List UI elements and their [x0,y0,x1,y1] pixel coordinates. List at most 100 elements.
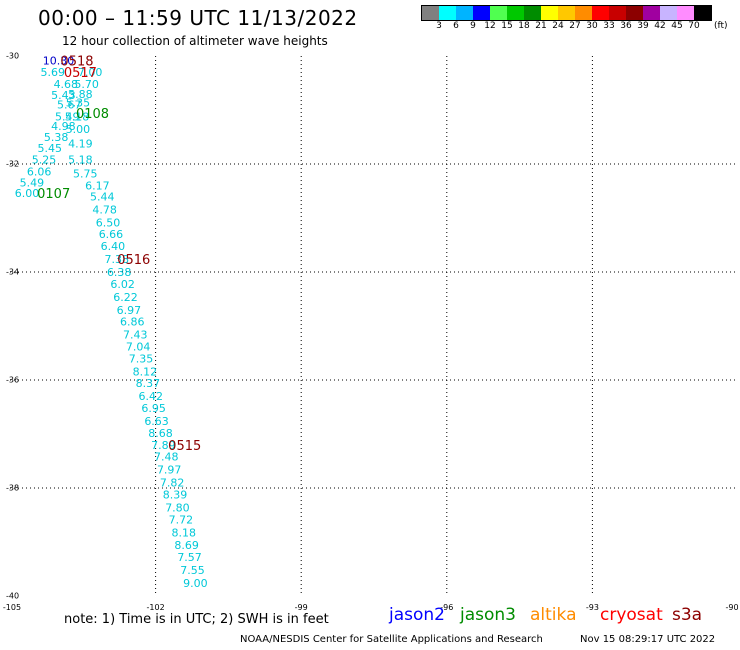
wave-height-value: 7.00 [78,66,103,79]
legend-swatch [524,6,541,20]
legend-swatch [626,6,643,20]
longitude-tick-label: -102 [146,603,165,612]
wave-height-value: 4.98 [51,120,76,133]
wave-height-value: 7.35 [129,352,154,365]
legend-swatch [541,6,558,20]
legend-unit-label: (ft) [714,21,728,31]
legend-value-label: 12 [484,21,496,31]
wave-height-value: 7.43 [123,329,148,342]
wave-height-value: 8.18 [171,526,196,539]
wave-height-value: 5.18 [65,110,90,123]
wave-height-value: 5.38 [44,131,69,144]
wave-height-value: 5.35 [66,96,91,109]
wave-height-value: 4.19 [68,137,93,150]
wave-height-value: 7.48 [154,451,179,464]
legend-swatch [575,6,592,20]
wave-height-value: 6.00 [15,187,40,200]
legend-swatch [422,6,439,20]
satellite-legend-altika: altika [530,605,577,625]
wave-height-value: 5.18 [68,154,93,167]
wave-height-value: 6.06 [27,166,52,179]
legend-swatch [677,6,694,20]
legend-value-label: 70 [688,21,700,31]
wave-height-value: 6.95 [141,402,166,415]
wave-height-value: 7.38 [105,253,130,266]
legend-swatch [473,6,490,20]
wave-height-value: 6.66 [99,228,124,241]
pass-time-label: 0107 [37,187,70,202]
pass-time-label: 0517 [64,66,97,81]
wave-height-value: 4.78 [92,203,117,216]
wave-height-value: 6.22 [113,291,138,304]
wave-height-value: 7.57 [177,551,202,564]
page-title: 00:00 – 11:59 UTC 11/13/2022 [38,6,358,30]
wave-height-value: 5.49 [20,176,45,189]
legend-value-label: 3 [436,21,442,31]
wave-height-value: 10.30 [43,54,75,67]
wave-height-value: 6.50 [96,216,121,229]
wave-height-value: 8.39 [163,488,188,501]
wave-height-value: 5.45 [38,142,63,155]
wave-height-value: 5.00 [66,123,91,136]
pass-time-label: 0108 [76,107,109,122]
wave-height-value: 5.43 [51,89,76,102]
satellite-legend-jason2: jason2 [389,605,445,625]
legend-swatch [694,6,711,20]
legend-swatch [490,6,507,20]
legend-swatch [660,6,677,20]
legend-value-label: 6 [453,21,459,31]
satellite-legend-jason3: jason3 [460,605,516,625]
wave-height-value: 7.82 [160,477,185,490]
satellite-legend-cryosat: cryosat [600,605,663,625]
longitude-tick-label: -105 [2,603,22,612]
wave-height-value: 6.40 [101,240,126,253]
legend-value-label: 36 [620,21,632,31]
legend-value-label: 42 [654,21,666,31]
wave-height-value: 8.12 [133,365,158,378]
latitude-tick-label: -34 [6,267,20,277]
legend-value-label: 21 [535,21,547,31]
legend-swatch [609,6,626,20]
wave-height-value: 7.04 [126,341,151,354]
wave-height-value: 5.88 [68,88,93,101]
legend-value-label: 15 [501,21,513,31]
longitude-tick-label: -96 [440,603,454,612]
legend-value-label: 9 [470,21,476,31]
legend-swatch [592,6,609,20]
pass-time-label: 0515 [168,439,201,454]
longitude-tick-label: -93 [585,603,599,612]
pass-time-label: 0518 [60,54,93,69]
wave-height-value: 6.86 [120,316,145,329]
wave-height-value: 7.97 [157,464,182,477]
wave-height-value: 8.37 [136,377,161,390]
wave-height-value: 5.69 [40,66,65,79]
page-subtitle: 12 hour collection of altimeter wave hei… [62,34,328,48]
wave-height-value: 6.02 [110,278,135,291]
latitude-tick-label: -32 [6,159,20,169]
legend-swatch [507,6,524,20]
legend-swatch [643,6,660,20]
legend-swatch [558,6,575,20]
wave-height-value: 7.55 [180,564,205,577]
legend-value-label: 33 [603,21,615,31]
wave-height-value: 5.70 [74,78,99,91]
wave-height-value: 7.72 [169,513,194,526]
footer-note: note: 1) Time is in UTC; 2) SWH is in fe… [64,612,329,627]
wave-height-value: 9.00 [183,577,208,590]
wave-height-value: 6.42 [138,390,163,403]
wave-height-value: 7.80 [165,501,190,514]
wave-height-value: 7.89 [151,439,176,452]
wave-height-value: 5.44 [90,190,115,203]
legend-value-label: 24 [552,21,564,31]
wave-height-value: 4.68 [54,78,79,91]
longitude-tick-label: -90 [725,603,739,612]
latitude-tick-label: -36 [6,375,20,385]
wave-height-value: 5.75 [73,168,98,181]
latitude-tick-label: -40 [6,591,20,601]
wave-height-value: 5.49 [55,110,80,123]
credit-line: NOAA/NESDIS Center for Satellite Applica… [240,634,543,645]
legend-value-label: 18 [518,21,530,31]
satellite-legend-s3a: s3a [672,605,703,625]
longitude-tick-label: -99 [294,603,308,612]
